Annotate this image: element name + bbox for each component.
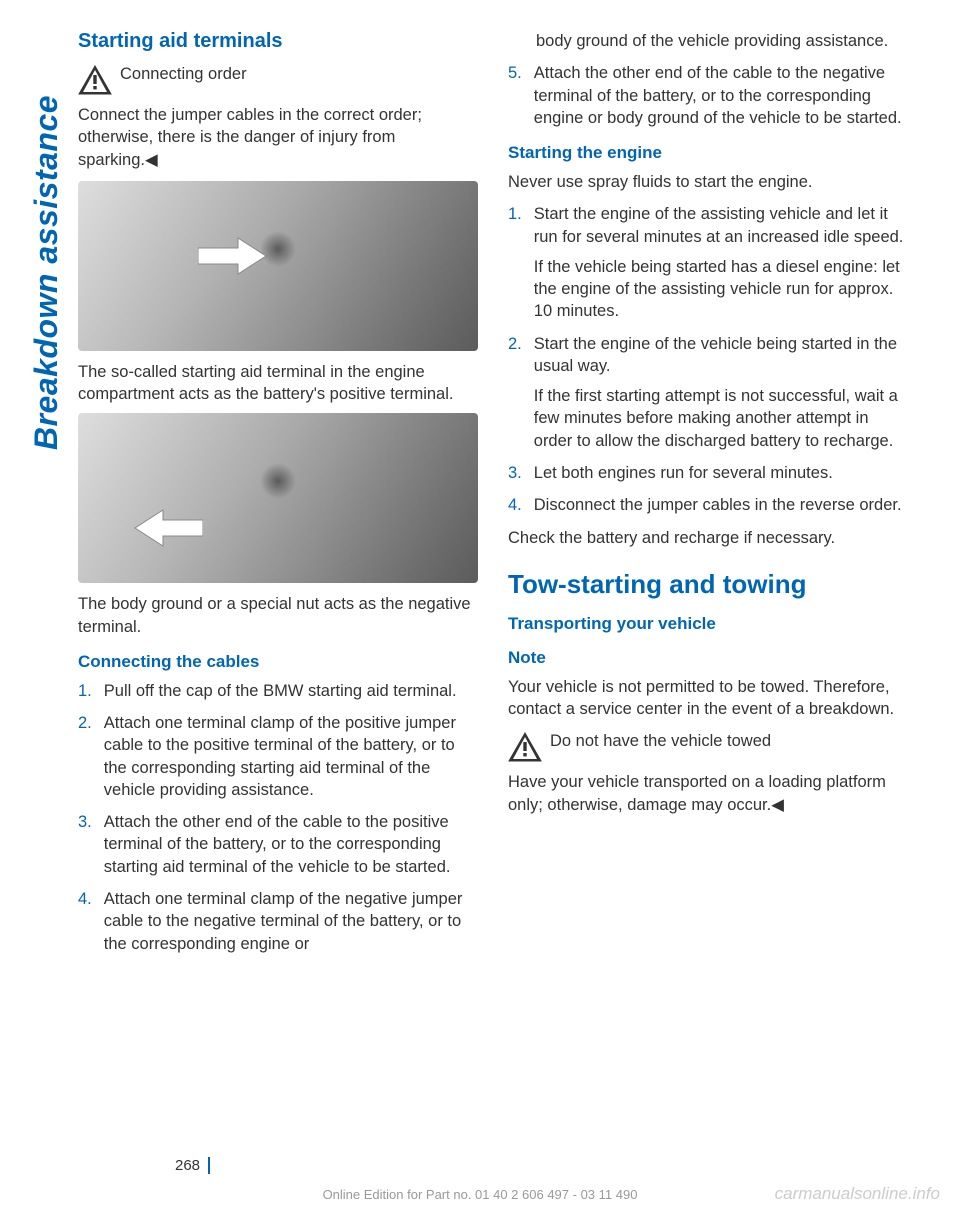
list-text: body ground of the vehicle providing ass… [536,30,888,52]
list-item: 2. Attach one terminal clamp of the posi… [78,712,478,801]
list-number: 3. [78,811,92,833]
heading-connecting-cables: Connecting the cables [78,652,478,672]
heading-starting-aid: Starting aid terminals [78,30,478,53]
page-content: Starting aid terminals Connecting order … [78,30,920,965]
warning-title: Do not have the vehicle towed [550,732,771,750]
right-column: body ground of the vehicle providing ass… [508,30,908,965]
paragraph: Check the battery and recharge if necess… [508,527,908,549]
heading-tow-starting: Tow-starting and towing [508,569,908,600]
heading-note: Note [508,648,908,668]
list-text: Disconnect the jumper cables in the reve… [534,494,902,516]
arrow-icon [198,236,268,281]
connecting-cables-list-cont: body ground of the vehicle providing ass… [508,30,908,129]
list-text: Let both engines run for several minutes… [534,462,833,484]
list-text: Attach one terminal clamp of the negativ… [104,888,478,955]
warning-text: Do not have the vehicle towed [550,730,771,752]
figure-positive-terminal [78,181,478,351]
list-number: 3. [508,462,522,484]
list-item: body ground of the vehicle providing ass… [536,30,908,52]
list-subparagraph: If the vehicle being started has a diese… [534,256,908,323]
warning-connecting-order: Connecting order [78,63,478,100]
list-text: Pull off the cap of the BMW starting aid… [104,680,457,702]
list-item: 3. Attach the other end of the cable to … [78,811,478,878]
list-number: 4. [508,494,522,516]
figure-caption-1: The so-called starting aid terminal in t… [78,361,478,406]
list-item: 4. Attach one terminal clamp of the nega… [78,888,478,955]
warning-icon [78,65,112,100]
list-subparagraph: If the first starting attempt is not suc… [534,385,908,452]
list-item: 2. Start the engine of the vehicle being… [508,333,908,452]
arrow-icon [133,508,203,553]
warning-do-not-tow: Do not have the vehicle towed [508,730,908,767]
paragraph: Your vehicle is not permitted to be towe… [508,676,908,721]
left-column: Starting aid terminals Connecting order … [78,30,478,965]
list-number: 1. [508,203,522,225]
heading-transporting: Transporting your vehicle [508,614,908,634]
starting-engine-list: 1. Start the engine of the assisting veh… [508,203,908,516]
list-text: Attach one terminal clamp of the positiv… [104,712,478,801]
figure-caption-2: The body ground or a special nut acts as… [78,593,478,638]
warning-body: Connect the jumper cables in the correct… [78,104,478,171]
list-item: 1. Pull off the cap of the BMW starting … [78,680,478,702]
paragraph: Never use spray fluids to start the engi… [508,171,908,193]
list-item: 4. Disconnect the jumper cables in the r… [508,494,908,516]
page-number-block: 268 [175,1157,210,1174]
list-text: Start the engine of the vehicle being st… [534,333,908,452]
list-text: Attach the other end of the cable to the… [104,811,478,878]
heading-starting-engine: Starting the engine [508,143,908,163]
warning-title: Connecting order [120,65,247,83]
page-number: 268 [175,1157,210,1174]
warning-icon [508,732,542,767]
watermark: carmanualsonline.info [775,1184,940,1204]
list-item: 5. Attach the other end of the cable to … [508,62,908,129]
list-item: 3. Let both engines run for several minu… [508,462,908,484]
list-text: Start the engine of the assisting vehicl… [534,203,908,322]
list-text: Attach the other end of the cable to the… [534,62,908,129]
figure-negative-terminal [78,413,478,583]
list-number: 1. [78,680,92,702]
list-number: 2. [78,712,92,734]
list-number: 5. [508,62,522,84]
warning-text: Connecting order [120,63,247,85]
connecting-cables-list: 1. Pull off the cap of the BMW starting … [78,680,478,955]
sidebar-section-label: Breakdown assistance [28,95,65,450]
list-number: 2. [508,333,522,355]
warning-body: Have your vehicle transported on a loadi… [508,771,908,816]
list-number: 4. [78,888,92,910]
list-item: 1. Start the engine of the assisting veh… [508,203,908,322]
